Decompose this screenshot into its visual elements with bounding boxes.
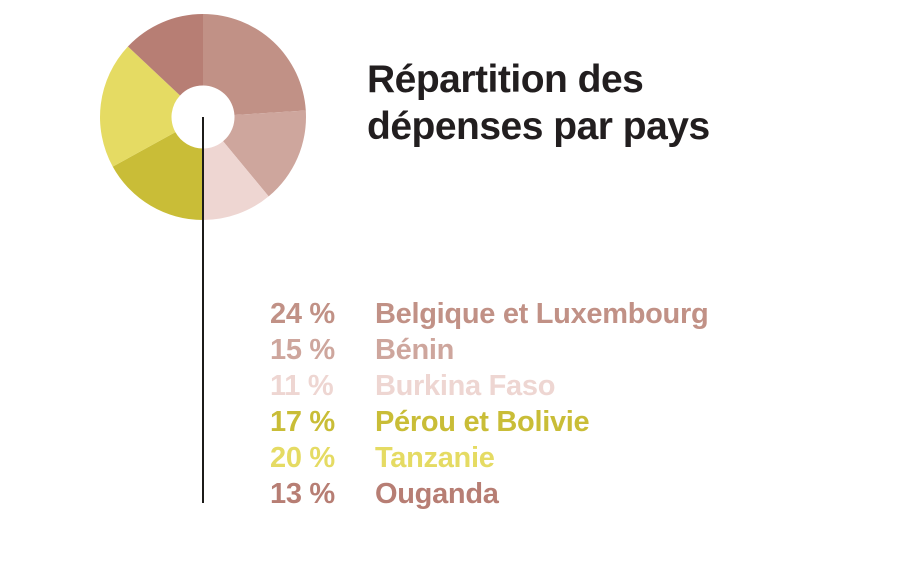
legend-label: Tanzanie	[375, 442, 495, 474]
legend-row: 24 % Belgique et Luxembourg	[270, 296, 709, 332]
legend-percent: 20 %	[270, 442, 335, 474]
chart-legend: 24 % Belgique et Luxembourg 15 % Bénin 11 % B…	[270, 296, 709, 512]
legend-label: Ouganda	[375, 478, 499, 510]
chart-title: Répartition des dépenses par pays	[367, 58, 710, 148]
legend-percent: 24 %	[270, 298, 335, 330]
donut-slice-5	[100, 46, 181, 167]
donut-slice-2	[223, 110, 307, 197]
legend-row: 13 % Ouganda	[270, 476, 708, 512]
legend-row: 20 % Tanzanie	[270, 440, 708, 476]
donut-slice-6	[127, 14, 203, 96]
legend-percent: 13 %	[270, 478, 335, 510]
legend-label: Burkina Faso	[375, 370, 556, 402]
legend-label: Bénin	[375, 334, 455, 366]
legend-row: 17 % Pérou et Bolivie	[270, 404, 708, 440]
donut-slice-1	[203, 14, 306, 116]
donut-slice-4	[112, 132, 203, 220]
legend-percent: 11 %	[270, 370, 334, 402]
legend-row: 11 % Burkina Faso	[270, 368, 708, 404]
donut-slice-3	[203, 141, 269, 220]
legend-percent: 17 %	[270, 406, 335, 438]
donut-chart	[100, 14, 307, 220]
chart-pointer-line	[202, 117, 204, 503]
legend-percent: 15 %	[270, 334, 335, 366]
legend-label: Pérou et Bolivie	[375, 406, 590, 438]
legend-label: Belgique et Luxembourg	[375, 298, 709, 330]
legend-row: 15 % Bénin	[270, 332, 708, 368]
